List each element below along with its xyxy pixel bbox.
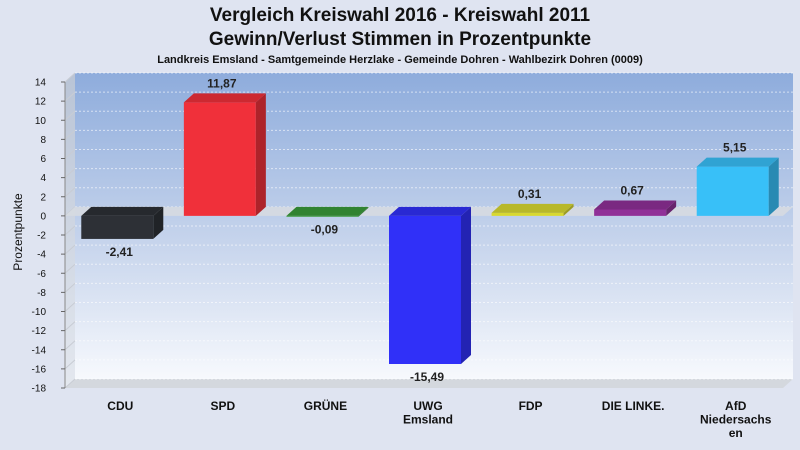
bar — [594, 200, 677, 216]
bar — [183, 93, 266, 216]
bar-front — [286, 215, 359, 217]
x-tick-label: CDU — [107, 399, 133, 413]
y-tick-label: -12 — [32, 326, 47, 337]
bar-top — [696, 157, 779, 167]
y-tick-label: 4 — [40, 173, 46, 184]
bar-front — [389, 215, 461, 364]
bar-front — [81, 215, 154, 239]
y-tick-label: -16 — [32, 364, 47, 375]
bar — [491, 203, 574, 216]
y-axis-label: Prozentpunkte — [11, 193, 25, 271]
bar-side — [153, 206, 164, 239]
y-tick-label: -4 — [37, 250, 46, 261]
x-tick-label: SPD — [211, 399, 236, 413]
y-tick-label: -14 — [32, 345, 47, 356]
data-label: -15,49 — [410, 370, 444, 384]
x-tick-label: FDP — [519, 399, 543, 413]
bar-front — [594, 209, 667, 216]
x-tick-label: GRÜNE — [304, 398, 347, 413]
y-tick-label: 6 — [40, 154, 46, 165]
bar — [389, 206, 471, 364]
x-tick-label: AfD — [725, 399, 747, 413]
y-tick-label: 0 — [40, 211, 46, 222]
y-tick-label: -2 — [37, 231, 46, 242]
bar-top — [594, 200, 677, 210]
bar-front — [696, 166, 769, 216]
bar — [286, 206, 369, 217]
y-tick-label: 8 — [40, 135, 46, 146]
bar-side — [666, 200, 677, 216]
bars — [81, 93, 779, 364]
x-tick-label: DIE LINKE. — [602, 399, 665, 413]
bar-front — [183, 102, 256, 216]
data-label: -0,09 — [311, 223, 339, 237]
y-tick-label: -6 — [37, 269, 46, 280]
y-tick-label: 12 — [35, 97, 47, 108]
x-tick-label: en — [729, 426, 743, 440]
x-tick-label: UWG — [413, 399, 442, 413]
chart-title-line2: Gewinn/Verlust Stimmen in Prozentpunkte — [208, 29, 592, 50]
bar-top — [183, 93, 266, 103]
data-label: 0,31 — [518, 187, 542, 201]
data-label: 0,67 — [620, 183, 644, 197]
bar — [81, 206, 164, 239]
labels: -2,41 CDU 11,87 SPD -0,09 GRÜNE -15,49 UWGEmsla… — [106, 76, 772, 440]
bar-top — [389, 206, 471, 216]
bar-side — [461, 206, 471, 364]
bar-side — [358, 206, 369, 217]
data-label: 5,15 — [723, 141, 747, 155]
y-axis: 14 12 10 8 6 4 2 0 -2 -4 -6 -8 -10 -12 -14 -16 -18 — [32, 78, 66, 395]
y-tick-label: 14 — [35, 78, 47, 89]
y-tick-label: 2 — [40, 192, 46, 203]
data-label: -2,41 — [106, 245, 134, 259]
bar-top — [286, 206, 369, 216]
bar-side — [768, 157, 779, 216]
data-label: 11,87 — [207, 76, 237, 90]
bar — [696, 157, 779, 216]
bar-side — [255, 93, 266, 216]
y-tick-label: -8 — [37, 288, 46, 299]
bar-side — [563, 203, 574, 216]
bar-front — [491, 212, 564, 216]
chart-subtitle: Landkreis Emsland - Samtgemeinde Herzlak… — [157, 54, 643, 66]
bar-top — [491, 203, 574, 213]
x-tick-label: Niedersachs — [700, 413, 772, 427]
x-tick-label: Emsland — [403, 413, 453, 427]
chart-title: Vergleich Kreiswahl 2016 - Kreiswahl 201… — [209, 5, 591, 26]
y-tick-label: 10 — [35, 116, 47, 127]
y-tick-label: -10 — [32, 307, 47, 318]
bar-top — [81, 206, 164, 216]
y-tick-label: -18 — [32, 384, 47, 395]
